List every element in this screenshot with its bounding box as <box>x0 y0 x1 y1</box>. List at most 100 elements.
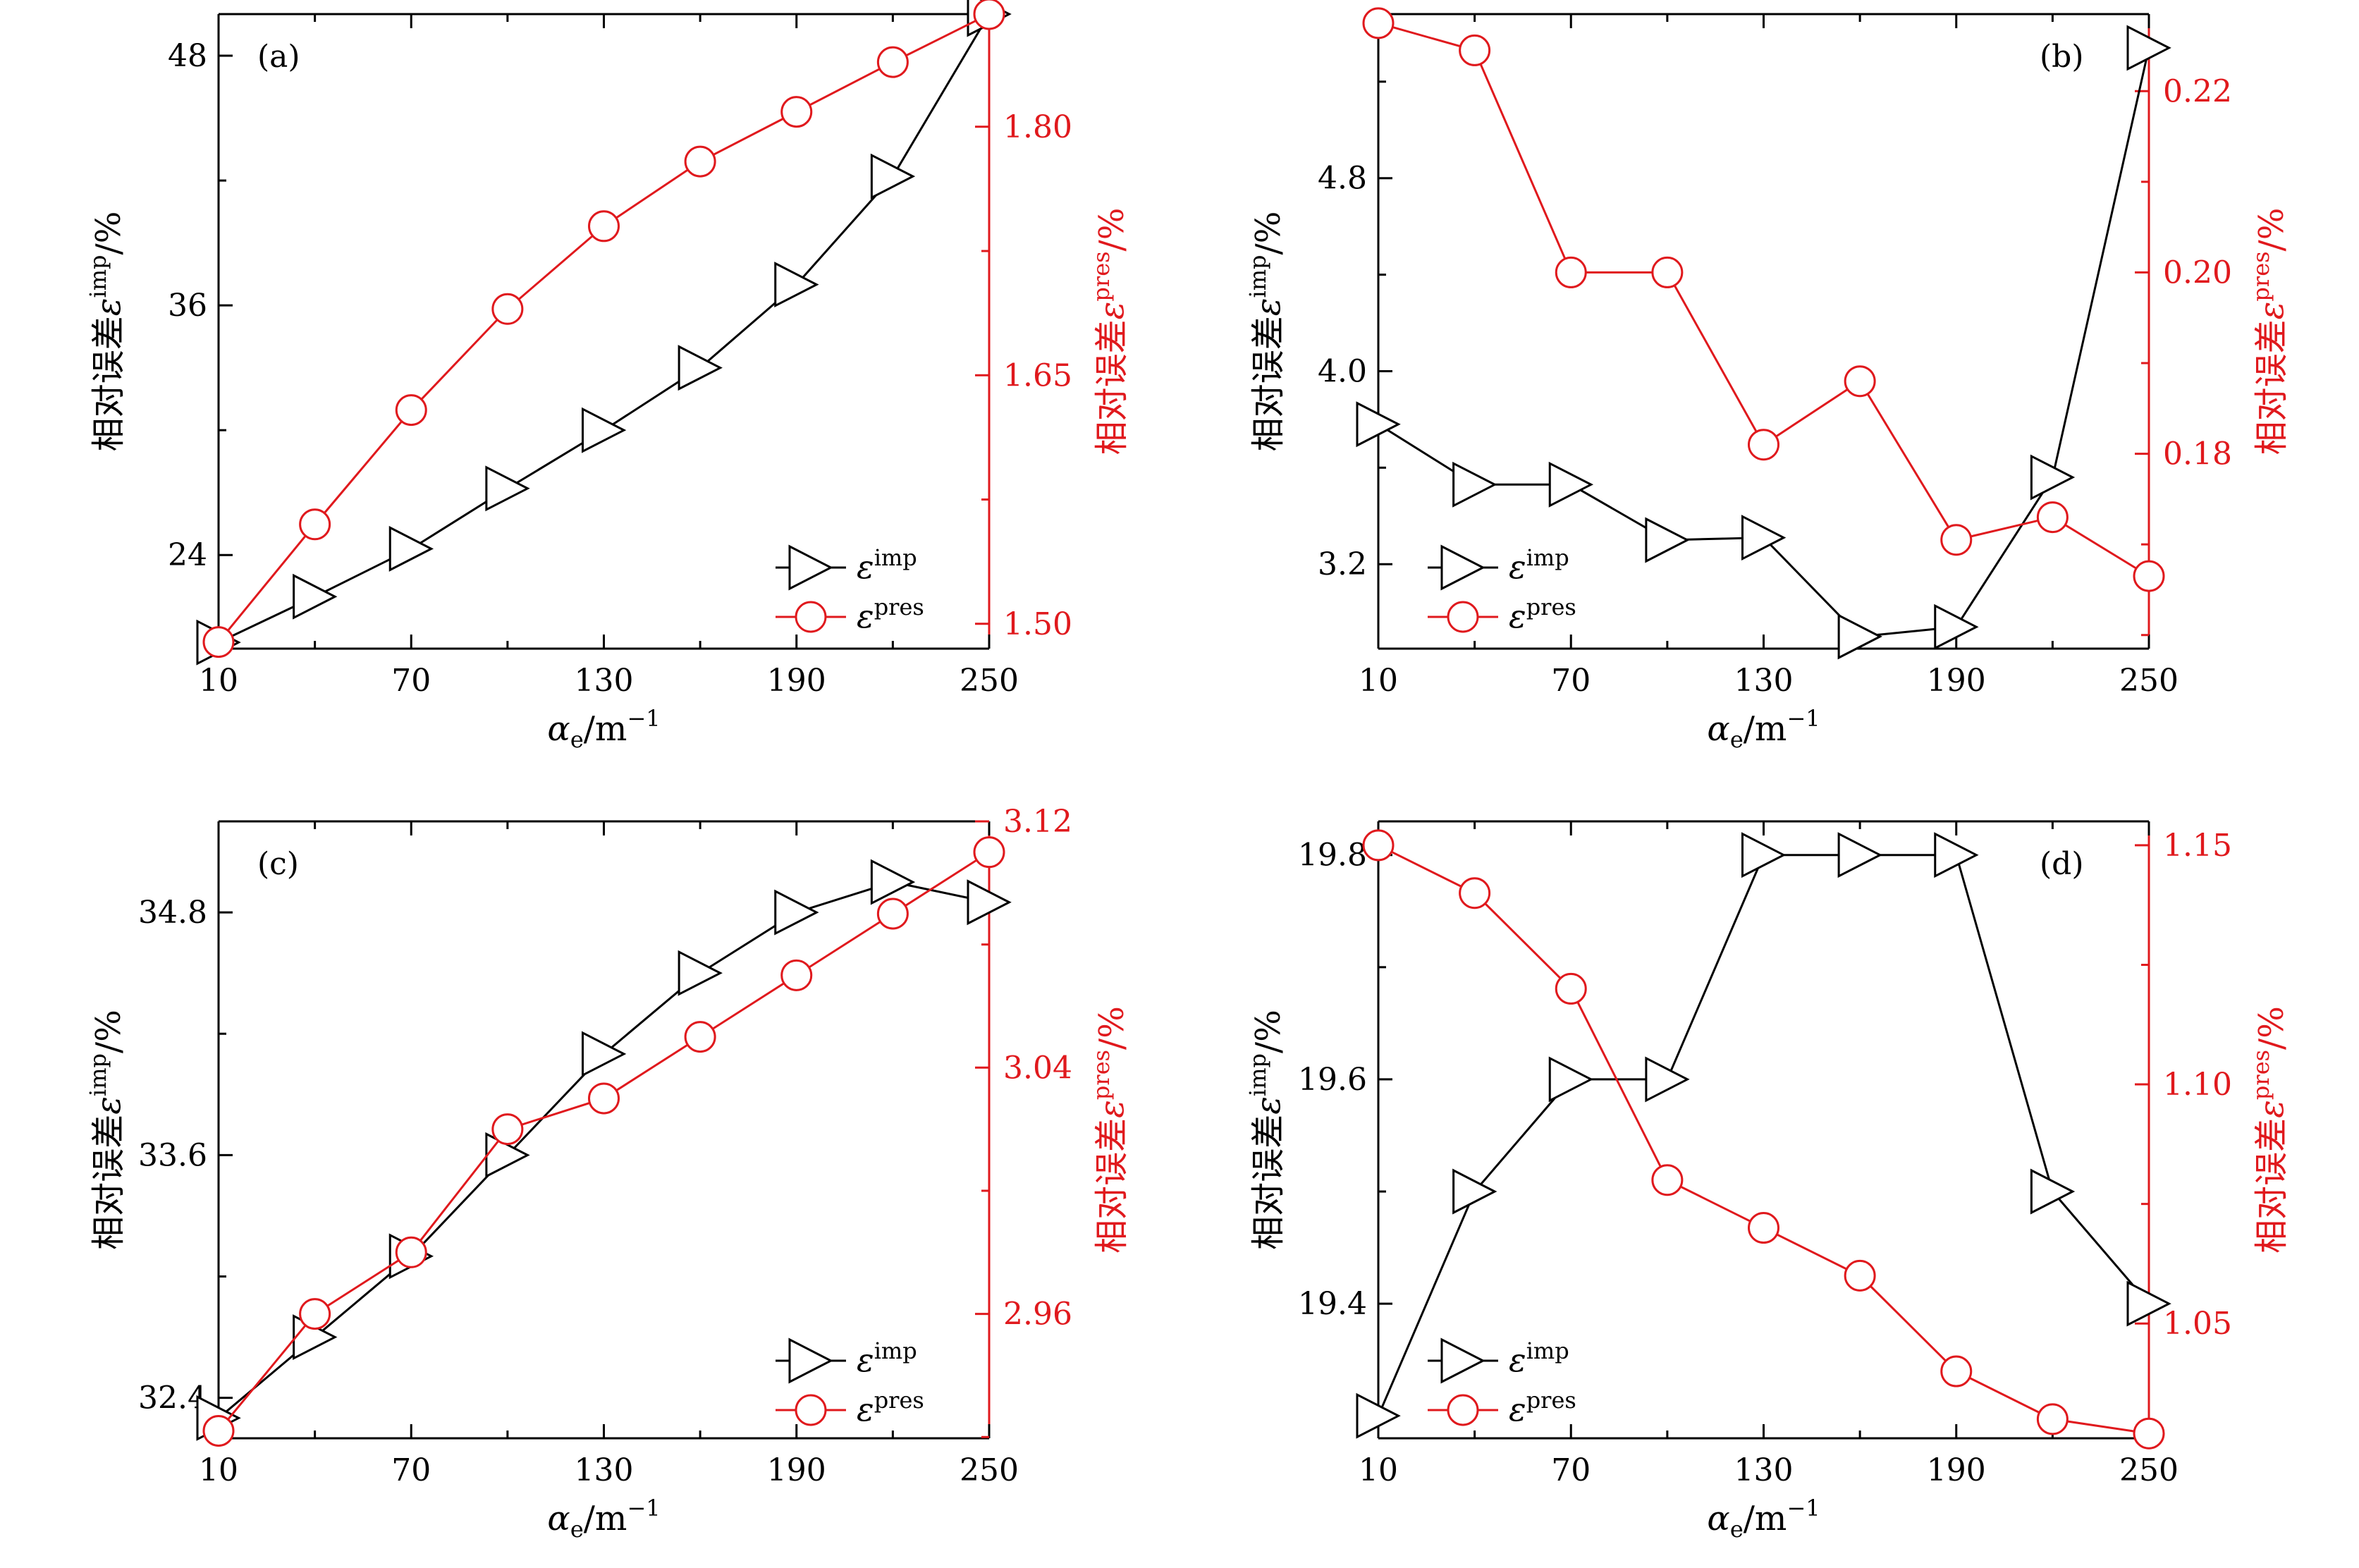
right-axis-label-superscript: pres <box>1088 1050 1115 1100</box>
data-point-triangle <box>1837 613 1882 660</box>
legend-circle-marker <box>1447 601 1479 633</box>
x-tick-label: 130 <box>575 663 634 699</box>
x-tick-label: 190 <box>767 1452 826 1488</box>
data-point-triangle <box>1741 832 1787 878</box>
x-axis-label-unit: /m <box>1744 709 1787 749</box>
data-point-circle <box>973 836 1005 869</box>
left-axis-label: 相对误差εimp/% <box>85 1010 128 1250</box>
x-axis-label-exponent: −1 <box>1787 1495 1820 1521</box>
data-point-circle <box>1844 365 1876 398</box>
x-axis-label-exponent: −1 <box>1787 705 1820 732</box>
right-tick-label: 3.12 <box>1003 804 1072 840</box>
data-point-circle <box>202 626 235 659</box>
right-axis-label: 相对误差εpres/% <box>2248 208 2291 455</box>
left-axis-label-superscript: imp <box>1244 255 1271 298</box>
data-point-circle <box>1362 829 1395 862</box>
series-epsilon-pres <box>202 0 1005 659</box>
legend-circle-marker <box>795 1394 827 1426</box>
legend-superscript: pres <box>1526 1387 1576 1414</box>
data-point-triangle <box>967 879 1012 926</box>
chart-panel-c: 10 70 130 190 250 αe/m−1 32.4 33.6 34.8 2.96 3.04 3… <box>85 804 1132 1543</box>
left-tick-label: 24 <box>168 537 207 573</box>
data-point-circle <box>1362 7 1395 39</box>
data-point-circle <box>588 210 620 243</box>
data-point-circle <box>1651 256 1684 288</box>
right-tick-label: 1.15 <box>2163 828 2232 864</box>
data-point-triangle <box>678 345 723 391</box>
data-point-circle <box>2133 1417 2165 1450</box>
left-tick-label: 48 <box>168 38 207 74</box>
left-axis-label-symbol: ε <box>89 298 128 317</box>
data-point-triangle <box>582 1031 627 1077</box>
left-axis-label: 相对误差εimp/% <box>85 212 128 452</box>
series-epsilon-pres <box>1362 7 2165 592</box>
right-tick-label: 1.50 <box>1003 606 1072 642</box>
right-axis-label-superscript: pres <box>2248 251 2274 301</box>
data-point-circle <box>588 1082 620 1115</box>
series-epsilon-imp <box>1356 832 2171 1439</box>
legend-circle-marker <box>1447 1394 1479 1426</box>
left-tick-label: 33.6 <box>138 1137 207 1173</box>
left-tick-label: 19.8 <box>1298 838 1367 874</box>
legend-triangle-marker <box>788 1337 833 1384</box>
x-tick-label: 70 <box>391 663 431 699</box>
right-axis-label: 相对误差εpres/% <box>1088 1006 1132 1254</box>
right-axis-label-prefix: 相对误差 <box>1092 1118 1132 1254</box>
data-point-circle <box>1940 1355 1973 1388</box>
legend-symbol: ε <box>1509 1341 1526 1379</box>
data-point-triangle <box>2030 454 2076 501</box>
legend-symbol: ε <box>857 1341 874 1379</box>
data-point-triangle <box>1645 1056 1690 1103</box>
data-point-circle <box>202 1415 235 1447</box>
left-axis-label-symbol: ε <box>1249 1096 1288 1115</box>
data-point-circle <box>299 1298 331 1330</box>
right-axis-label-symbol: ε <box>1092 302 1132 320</box>
chart-panel-d: 10 70 130 190 250 αe/m−1 19.4 19.6 19.8 1.05 1.10 1… <box>1244 820 2291 1543</box>
panel-label: (d) <box>2040 846 2084 882</box>
x-tick-label: 130 <box>1734 663 1794 699</box>
right-tick-label: 1.05 <box>2163 1306 2232 1342</box>
data-point-triangle <box>388 525 434 572</box>
data-point-circle <box>1459 877 1491 909</box>
legend-label: εimp <box>857 1337 917 1379</box>
left-tick-label: 32.4 <box>138 1380 207 1416</box>
left-axis-label-symbol: ε <box>1249 298 1288 317</box>
legend-superscript: imp <box>1526 544 1569 571</box>
left-axis-label-prefix: 相对误差 <box>89 316 128 451</box>
left-axis-label-prefix: 相对误差 <box>89 1115 128 1250</box>
data-point-triangle <box>2030 1168 2076 1215</box>
data-point-triangle <box>870 153 916 200</box>
left-axis-label-suffix: /% <box>89 212 128 255</box>
chart-panel-b: 10 70 130 190 250 αe/m−1 3.2 4.0 4.8 0.18 0.20 0.22… <box>1244 7 2291 753</box>
left-axis-label-symbol: ε <box>89 1096 128 1115</box>
left-tick-label: 4.0 <box>1318 353 1367 389</box>
x-tick-label: 70 <box>1551 1452 1591 1488</box>
legend-superscript: imp <box>1526 1337 1569 1364</box>
data-point-triangle <box>582 407 627 453</box>
legend-circle-marker <box>795 601 827 633</box>
data-point-circle <box>684 145 716 178</box>
right-axis-label-suffix: /% <box>1092 1006 1132 1050</box>
data-point-circle <box>1748 1212 1779 1244</box>
x-tick-label: 10 <box>199 663 238 699</box>
data-point-triangle <box>1356 1392 1401 1439</box>
right-tick-label: 3.04 <box>1003 1050 1072 1086</box>
series-epsilon-pres <box>1362 829 2165 1450</box>
left-axis-label-superscript: imp <box>1244 1053 1271 1096</box>
x-tick-label: 10 <box>199 1452 238 1488</box>
data-point-triangle <box>2126 25 2171 71</box>
data-point-triangle <box>1356 401 1401 448</box>
data-point-triangle <box>774 889 819 936</box>
legend-symbol: ε <box>1509 597 1526 635</box>
legend-triangle-marker <box>1440 544 1485 591</box>
x-tick-label: 70 <box>391 1452 431 1488</box>
x-tick-label: 190 <box>1927 663 1986 699</box>
data-point-triangle <box>1452 461 1497 508</box>
x-tick-label: 10 <box>1359 1452 1398 1488</box>
panel-label: (a) <box>257 39 300 75</box>
legend-symbol: ε <box>1509 1390 1526 1428</box>
data-point-circle <box>2036 1403 2069 1435</box>
right-axis-label-prefix: 相对误差 <box>2252 1118 2291 1254</box>
